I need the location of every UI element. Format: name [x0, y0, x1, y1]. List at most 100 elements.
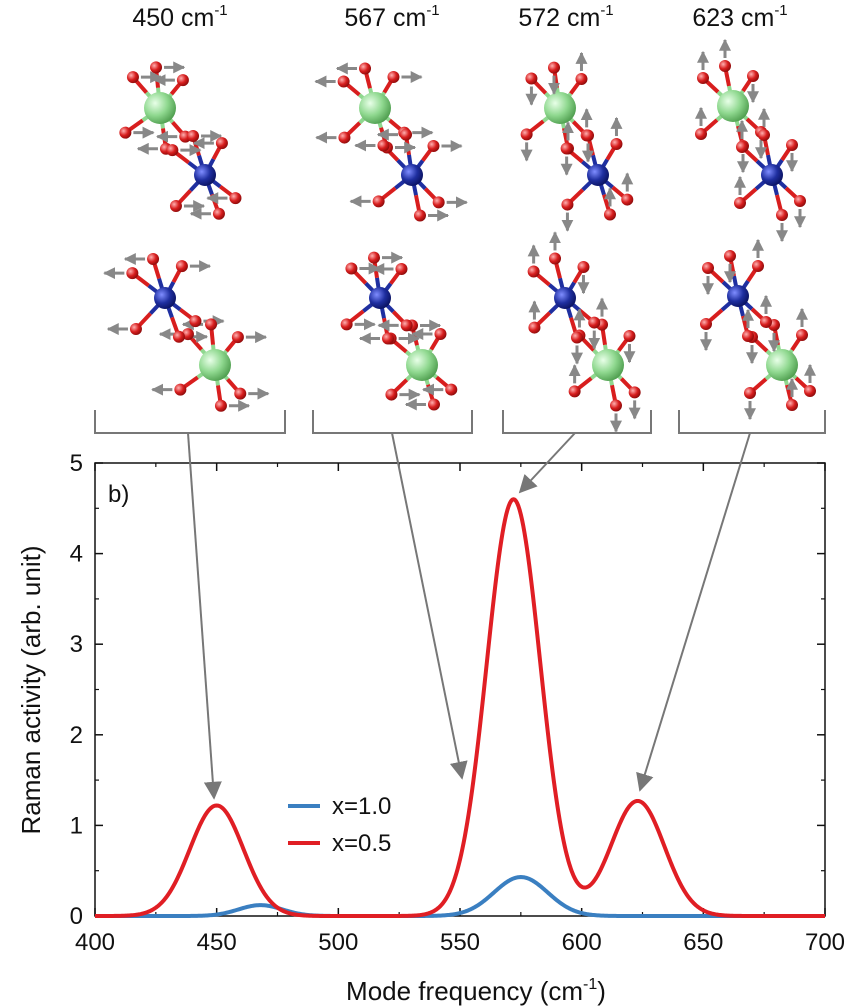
x-axis-label: Mode frequency (cm-1): [346, 976, 606, 1006]
octahedron-center-b: [154, 287, 176, 309]
structure-0-bottom: [103, 252, 270, 412]
bracket: [678, 410, 826, 434]
mode-label-2: 572 cm-1: [518, 2, 613, 32]
oxygen-atom: [786, 399, 798, 411]
oxygen-atom: [549, 252, 562, 265]
oxygen-atom: [189, 315, 202, 328]
oxygen-atom: [568, 385, 581, 398]
oxygen-atom: [395, 263, 408, 276]
oxygen-atom: [215, 137, 228, 150]
oxygen-atom: [621, 193, 634, 206]
oxygen-atom: [758, 129, 770, 141]
x-tick-label: 500: [318, 929, 358, 956]
oxygen-atom: [736, 141, 748, 153]
mode-arrow: [518, 432, 576, 494]
y-tick-label: 4: [70, 541, 83, 568]
oxygen-atom: [724, 250, 736, 262]
x-tick-label: 700: [805, 929, 845, 956]
oxygen-atom: [609, 399, 622, 412]
oxygen-atom: [169, 200, 182, 213]
oxygen-atom: [610, 138, 623, 151]
panel-label: b): [108, 481, 129, 508]
y-tick-label: 3: [70, 631, 83, 658]
structure-3-bottom: [700, 238, 816, 421]
legend: x=1.0 x=0.5: [288, 793, 391, 857]
oxygen-atom: [445, 383, 458, 396]
oxygen-atom: [166, 144, 179, 157]
oxygen-atom: [742, 330, 754, 342]
oxygen-atom: [804, 385, 816, 397]
y-tick-label: 2: [70, 722, 83, 749]
octahedron-center-a: [406, 349, 438, 381]
oxygen-atom: [744, 387, 756, 399]
oxygen-atom: [400, 128, 413, 141]
legend-label-x1: x=1.0: [332, 793, 391, 820]
mode-label-3: 623 cm-1: [692, 2, 787, 32]
oxygen-atom: [427, 140, 440, 153]
structure-2-top: [520, 51, 634, 232]
oxygen-atom: [340, 318, 353, 331]
octahedron-center-a: [717, 90, 749, 122]
mode-label-value: 572 cm: [518, 4, 600, 32]
mode-brackets: [94, 410, 826, 434]
oxygen-atom: [628, 386, 641, 399]
oxygen-atom: [385, 388, 398, 401]
oxygen-atom: [381, 332, 394, 345]
x-tick-label: 550: [440, 929, 480, 956]
plot-frame: [94, 462, 826, 917]
oxygen-atom: [525, 72, 538, 85]
oxygen-atom: [794, 195, 806, 207]
mode-labels: 450 cm-1 567 cm-1 572 cm-1 623 cm-1: [132, 2, 787, 32]
octahedron-center-b: [727, 285, 749, 307]
oxygen-atom: [147, 252, 160, 265]
oxygen-atom: [205, 318, 218, 331]
oxygen-atom: [368, 251, 381, 264]
x-tick-label: 450: [197, 929, 237, 956]
oxygen-atom: [126, 267, 139, 280]
octahedron-center-b: [369, 287, 391, 309]
oxygen-atom: [427, 398, 440, 411]
oxygen-atom: [119, 126, 132, 139]
octahedron-center-a: [766, 349, 798, 381]
octahedron-center-a: [199, 349, 231, 381]
oxygen-atom: [229, 192, 242, 205]
octahedron-center-a: [359, 92, 391, 124]
oxygen-atom: [214, 399, 227, 412]
oxygen-atom: [234, 387, 247, 400]
oxygen-atom: [760, 316, 772, 328]
oxygen-atom: [752, 260, 764, 272]
oxygen-atom: [548, 61, 561, 74]
bracket: [94, 410, 286, 434]
structure-2-bottom: [527, 231, 641, 433]
y-tick-label: 1: [70, 812, 83, 839]
oxygen-atom: [231, 331, 244, 344]
oxygen-atom: [413, 209, 426, 222]
mode-label-0: 450 cm-1: [132, 2, 227, 32]
oxygen-atom: [697, 72, 709, 84]
oxygen-atom: [719, 60, 731, 72]
oxygen-atom: [575, 73, 588, 86]
x-axis-label-sup: -1: [583, 976, 597, 993]
mode-label-value: 623 cm: [692, 4, 774, 32]
bracket: [502, 410, 652, 434]
oxygen-atom: [747, 70, 759, 82]
structure-0-top: [119, 61, 242, 220]
mode-arrow: [187, 432, 222, 800]
oxygen-atom: [345, 262, 358, 275]
mode-label-value: 567 cm: [344, 4, 426, 32]
oxygen-atom: [181, 328, 194, 341]
mode-label-1: 567 cm-1: [344, 2, 439, 32]
y-tick-label: 0: [70, 903, 83, 930]
structure-1-bottom: [340, 251, 458, 411]
data-series: [94, 497, 826, 918]
octahedron-center-b: [401, 164, 423, 186]
oxygen-atom: [527, 265, 540, 278]
mode-label-sup: -1: [600, 2, 613, 19]
bracket: [312, 410, 473, 434]
oxygen-atom: [520, 128, 533, 141]
oxygen-atom: [734, 197, 746, 209]
oxygen-atom: [359, 62, 372, 75]
octahedron-center-a: [144, 92, 176, 124]
oxygen-atom: [212, 207, 225, 220]
